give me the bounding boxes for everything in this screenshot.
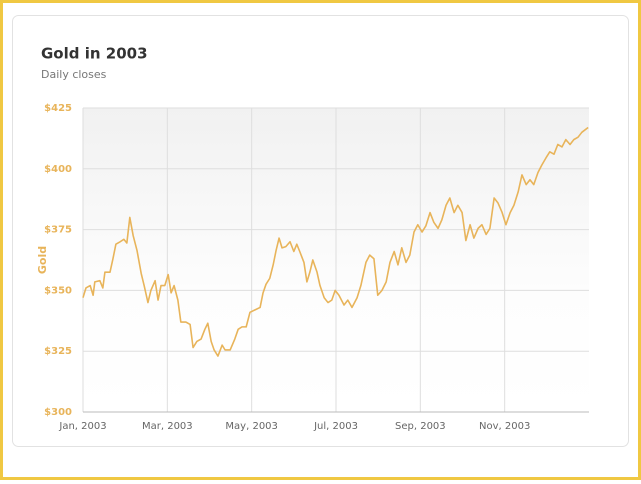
y-tick-label: $425 bbox=[44, 103, 72, 114]
x-tick-label: Nov, 2003 bbox=[479, 421, 530, 432]
chart-title: Gold in 2003 bbox=[41, 45, 148, 63]
x-tick-label: Sep, 2003 bbox=[395, 421, 446, 432]
x-tick-label: May, 2003 bbox=[225, 421, 277, 432]
line-series bbox=[82, 126, 589, 357]
x-tick-label: Jan, 2003 bbox=[58, 421, 106, 432]
y-tick-label: $400 bbox=[44, 164, 72, 175]
y-tick-label: $350 bbox=[44, 285, 72, 296]
y-axis-label: Gold bbox=[36, 246, 49, 274]
y-tick-label: $325 bbox=[44, 346, 72, 357]
y-tick-label: $300 bbox=[44, 407, 72, 418]
x-tick-label: Mar, 2003 bbox=[142, 421, 193, 432]
y-tick-label: $375 bbox=[44, 225, 72, 236]
chart-subtitle: Daily closes bbox=[41, 68, 107, 81]
x-tick-label: Jul, 2003 bbox=[313, 421, 358, 432]
